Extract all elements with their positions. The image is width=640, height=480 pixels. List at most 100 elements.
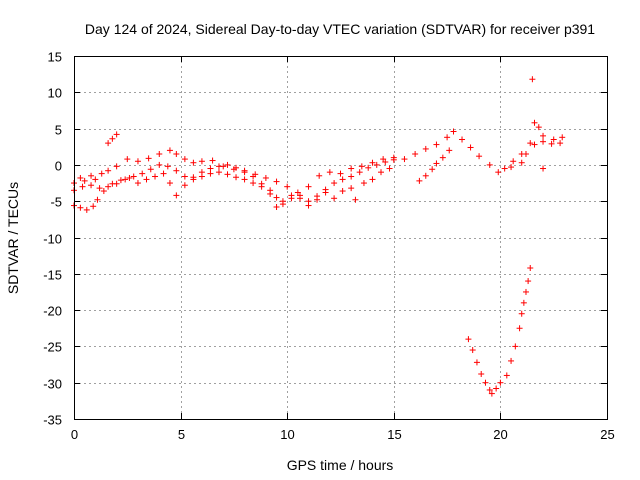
data-point — [198, 158, 205, 165]
data-point — [173, 151, 180, 158]
chart-title: Day 124 of 2024, Sidereal Day-to-day VTE… — [85, 21, 595, 37]
data-point — [540, 165, 547, 172]
y-tick-label: 10 — [48, 86, 62, 101]
data-point — [486, 386, 493, 393]
data-point — [412, 151, 419, 158]
data-point — [390, 156, 397, 163]
y-tick-label: -5 — [50, 195, 62, 210]
data-point — [339, 176, 346, 183]
data-point — [105, 167, 112, 174]
data-point — [416, 177, 423, 184]
data-point — [482, 379, 489, 386]
data-point — [109, 135, 116, 142]
data-point — [401, 156, 408, 163]
data-point — [518, 159, 525, 166]
data-point — [348, 185, 355, 192]
data-point — [156, 151, 163, 158]
data-point — [540, 138, 547, 145]
data-point — [557, 140, 564, 147]
data-point — [233, 164, 240, 171]
data-point — [305, 183, 312, 190]
data-point — [520, 299, 527, 306]
data-point — [98, 170, 105, 177]
y-tick-label: -35 — [43, 413, 62, 428]
data-point — [503, 372, 510, 379]
data-point — [548, 140, 555, 147]
data-point — [181, 182, 188, 189]
data-point — [378, 169, 385, 176]
data-point — [181, 156, 188, 163]
y-tick-label: -10 — [43, 232, 62, 247]
data-point — [382, 158, 389, 165]
data-point — [83, 206, 90, 213]
data-point — [279, 201, 286, 208]
data-point — [273, 178, 280, 185]
data-point — [147, 166, 154, 173]
y-tick-label: -25 — [43, 340, 62, 355]
data-point — [152, 173, 159, 180]
data-point — [134, 180, 141, 187]
data-point — [512, 343, 519, 350]
data-point — [459, 136, 466, 143]
data-point — [316, 172, 323, 179]
data-point — [273, 194, 280, 201]
data-point — [525, 278, 532, 285]
data-point — [433, 141, 440, 148]
data-point — [166, 147, 173, 154]
data-point — [296, 192, 303, 199]
data-point — [215, 169, 222, 176]
data-point — [207, 165, 214, 172]
data-point — [198, 169, 205, 176]
data-point — [284, 183, 291, 190]
y-axis-label: SDTVAR / TECUs — [5, 182, 21, 294]
x-tick-label: 0 — [71, 427, 78, 442]
data-point — [495, 169, 502, 176]
data-point — [207, 170, 214, 177]
data-point — [94, 196, 101, 203]
data-point — [267, 190, 274, 197]
data-point — [433, 160, 440, 167]
data-point — [510, 158, 517, 165]
data-point — [559, 134, 566, 141]
y-tick-label: 0 — [55, 159, 62, 174]
data-point — [124, 156, 131, 163]
data-point — [77, 174, 84, 181]
data-point — [508, 357, 515, 364]
data-point — [516, 325, 523, 332]
x-tick-label: 10 — [280, 427, 294, 442]
x-axis-label: GPS time / hours — [287, 457, 394, 473]
data-point — [508, 164, 515, 171]
data-point — [531, 141, 538, 148]
x-tick-label: 25 — [600, 427, 614, 442]
data-point — [465, 336, 472, 343]
data-point — [497, 379, 504, 386]
data-point — [92, 176, 99, 183]
data-point — [531, 119, 538, 126]
data-point — [166, 180, 173, 187]
data-point — [331, 195, 338, 202]
data-point — [486, 161, 493, 168]
axis-ticks: 0 5 10 15 20 25 15 10 5 0 -5 -10 -15 -20 -25 -30 -35 — [43, 50, 615, 443]
data-point — [501, 165, 508, 172]
data-point — [262, 174, 269, 181]
data-point — [469, 347, 476, 354]
data-point — [190, 174, 197, 181]
data-point — [360, 180, 367, 187]
data-point — [117, 177, 124, 184]
data-point — [130, 173, 137, 180]
data-point — [522, 288, 529, 295]
data-point — [88, 182, 95, 189]
data-point — [77, 204, 84, 211]
data-point — [352, 196, 359, 203]
data-point — [241, 169, 248, 176]
data-point — [339, 188, 346, 195]
data-point — [173, 167, 180, 174]
y-tick-label: -15 — [43, 268, 62, 283]
data-point — [181, 173, 188, 180]
data-point — [122, 176, 129, 183]
data-point — [215, 163, 222, 170]
data-point — [348, 173, 355, 180]
data-point — [444, 134, 451, 141]
